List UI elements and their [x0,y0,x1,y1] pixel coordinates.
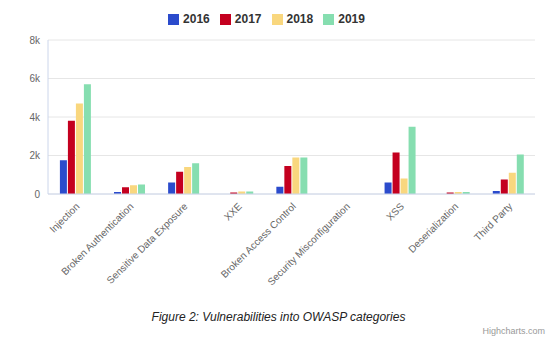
html-text:Highcharts.com: Highcharts.com [482,326,545,336]
html-text:2017: 2017 [234,12,262,26]
html-text:2019: 2019 [338,12,365,26]
svg-text:2k: 2k [29,150,41,161]
html-text:2016: 2016 [183,12,210,26]
svg-text:4k: 4k [29,112,41,123]
svg-text:XXE: XXE [222,200,244,222]
svg-text:Sensitive Data Exposure: Sensitive Data Exposure [104,200,190,286]
svg-text:Broken Authentication: Broken Authentication [59,200,136,278]
svg-text:Deserialization: Deserialization [406,201,460,255]
svg-text:XSS: XSS [384,200,406,222]
svg-text:0: 0 [34,189,40,200]
svg-text:Security Misconfiguration: Security Misconfiguration [265,201,352,288]
svg-text:Broken Access Control: Broken Access Control [218,200,298,280]
svg-text:Injection: Injection [47,201,81,235]
html-text:Figure 2: Vulnerabilities into: Figure 2: Vulnerabilities into OWASP cat… [151,310,406,324]
svg-text:6k: 6k [29,73,41,84]
svg-text:Third Party: Third Party [472,201,514,243]
svg-text:8k: 8k [29,35,41,46]
html-text:2018: 2018 [286,12,314,26]
